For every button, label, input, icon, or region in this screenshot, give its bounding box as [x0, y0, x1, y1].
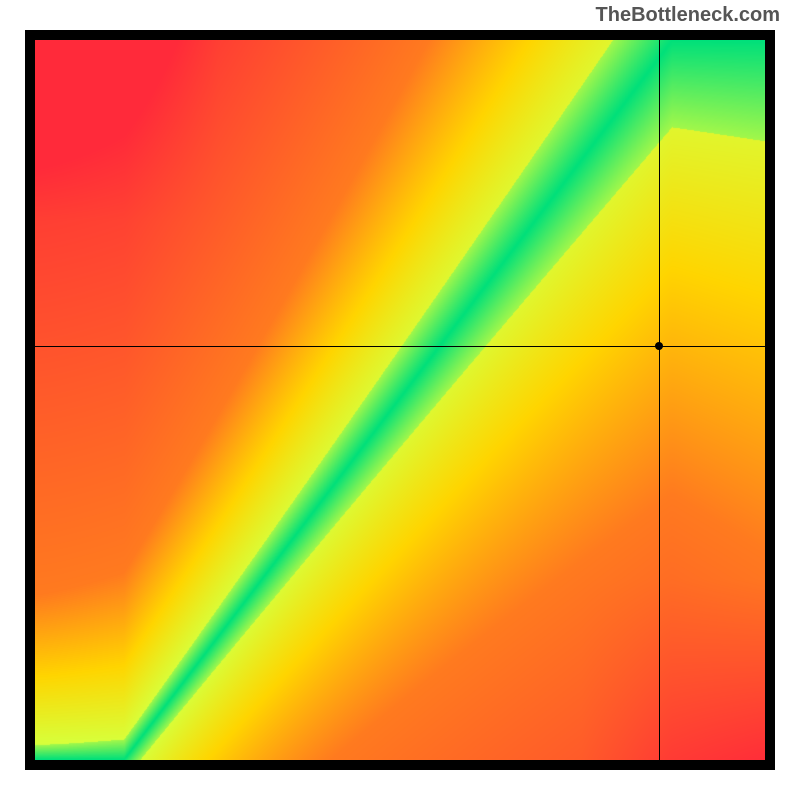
marker-dot — [655, 342, 663, 350]
heatmap-canvas — [35, 40, 765, 760]
watermark: TheBottleneck.com — [596, 4, 780, 27]
crosshair-vertical — [659, 40, 660, 760]
bottleneck-heatmap — [25, 30, 775, 770]
